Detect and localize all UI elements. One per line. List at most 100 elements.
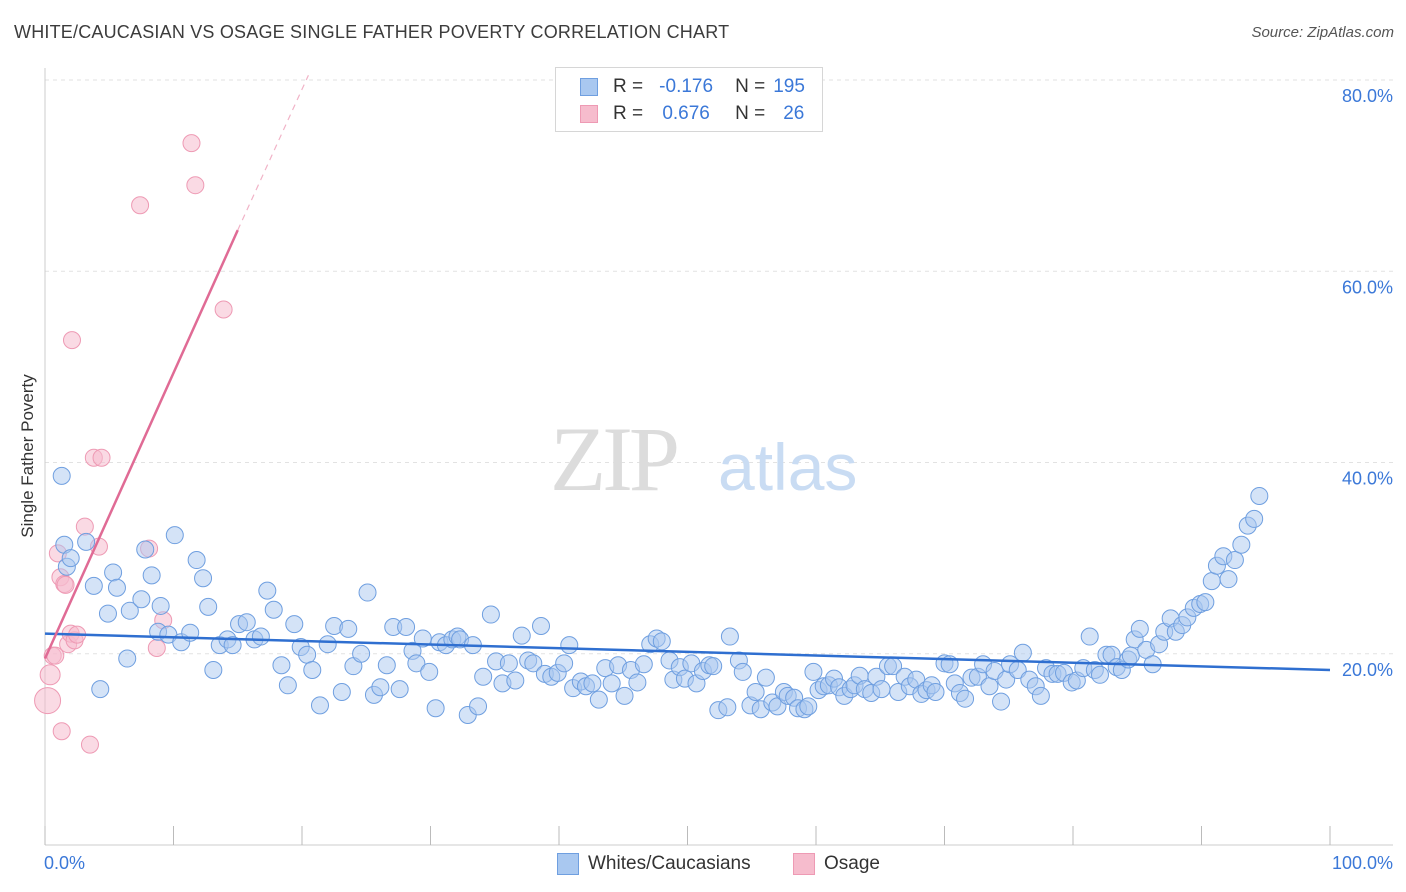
whites-point <box>187 551 206 570</box>
grid <box>45 79 1393 655</box>
whites-point <box>142 566 161 585</box>
r-label: R = <box>613 103 644 124</box>
tick-labels: 20.0% 40.0% 60.0% 80.0% 0.0% 100.0% <box>44 86 1393 873</box>
whites-point <box>704 657 723 676</box>
r-value: -0.176 <box>659 76 714 97</box>
whites-point <box>310 696 329 715</box>
whites-legend-label: Whites/Caucasians <box>588 853 751 874</box>
osage-trend-extension <box>237 74 309 231</box>
whites-point <box>52 466 71 485</box>
watermark: ZIP atlas <box>550 408 857 510</box>
whites-point <box>132 590 151 609</box>
osage-swatch <box>580 105 598 123</box>
whites-point <box>107 578 126 597</box>
osage-point <box>52 722 71 741</box>
whites-point <box>1090 665 1109 684</box>
whites-point <box>602 674 621 693</box>
whites-point <box>956 689 975 708</box>
whites-point <box>258 581 277 600</box>
whites-swatch <box>580 78 598 96</box>
whites-point <box>390 680 409 699</box>
whites-trend-line <box>44 632 1331 672</box>
r-label: R = <box>613 76 644 97</box>
axes <box>44 68 1393 846</box>
osage-legend-swatch <box>793 853 815 875</box>
whites-point <box>397 617 416 636</box>
legend-row-whites: R = -0.176 N = 195 <box>580 74 805 100</box>
n-value: 195 <box>773 76 805 97</box>
whites-point <box>151 596 170 615</box>
whites-point <box>407 654 426 673</box>
whites-point <box>1013 643 1032 662</box>
watermark-zip: ZIP <box>550 408 677 510</box>
bottom-legend-osage[interactable]: Osage <box>793 851 880 877</box>
whites-point <box>204 661 223 680</box>
whites-point <box>733 662 752 681</box>
trend-lines <box>43 74 1331 672</box>
whites-point <box>615 686 634 705</box>
y-tick-label: 40.0% <box>1342 469 1393 489</box>
whites-point <box>1232 535 1251 554</box>
osage-point <box>182 134 201 153</box>
whites-point <box>339 619 358 638</box>
whites-point <box>251 627 270 646</box>
bottom-legend-whites[interactable]: Whites/Caucasians <box>557 851 751 877</box>
osage-point <box>80 735 99 754</box>
whites-point <box>1196 593 1215 612</box>
osage-point <box>62 331 81 350</box>
whites-point <box>61 549 80 568</box>
whites-point <box>120 601 139 620</box>
whites-point <box>98 604 117 623</box>
whites-point <box>1080 627 1099 646</box>
n-label: N = <box>735 103 766 124</box>
chart-title: WHITE/CAUCASIAN VS OSAGE SINGLE FATHER P… <box>14 22 730 42</box>
osage-trend-line <box>43 229 239 660</box>
whites-point <box>118 649 137 668</box>
whites-point <box>560 636 579 655</box>
whites-point <box>532 617 551 636</box>
whites-point <box>628 673 647 692</box>
whites-point <box>1219 570 1238 589</box>
whites-point <box>652 632 671 651</box>
x-tick-label: 0.0% <box>44 853 85 873</box>
whites-point <box>104 563 123 582</box>
whites-point <box>980 677 999 696</box>
whites-point <box>756 668 775 687</box>
whites-point <box>512 626 531 645</box>
x-tick-label: 100.0% <box>1332 853 1393 873</box>
whites-point <box>1245 509 1264 528</box>
whites-point <box>371 678 390 697</box>
whites-point <box>223 636 242 655</box>
whites-point <box>589 690 608 709</box>
whites-point <box>91 680 110 699</box>
whites-point <box>720 627 739 646</box>
osage-point <box>186 176 205 195</box>
n-value: 26 <box>783 103 805 124</box>
y-tick-label: 80.0% <box>1342 86 1393 106</box>
whites-point <box>1130 619 1149 638</box>
osage-point <box>39 664 61 686</box>
osage-point <box>34 687 62 715</box>
osage-point <box>214 300 233 319</box>
y-tick-label: 60.0% <box>1342 277 1393 297</box>
whites-point <box>634 655 653 674</box>
whites-point <box>413 629 432 648</box>
whites-point <box>420 662 439 681</box>
whites-point <box>426 699 445 718</box>
whites-point <box>469 697 488 716</box>
whites-point <box>285 615 304 634</box>
whites-point <box>77 532 96 551</box>
whites-point <box>199 597 218 616</box>
whites-point <box>303 661 322 680</box>
whites-point <box>799 697 818 716</box>
whites-point <box>165 526 184 545</box>
whites-point <box>264 600 283 619</box>
whites-point <box>992 692 1011 711</box>
y-axis-label: Single Father Poverty <box>18 374 37 538</box>
r-value: 0.676 <box>662 103 710 124</box>
whites-point <box>718 698 737 717</box>
whites-point <box>481 605 500 624</box>
whites-point <box>746 683 765 701</box>
whites-point <box>926 683 945 701</box>
